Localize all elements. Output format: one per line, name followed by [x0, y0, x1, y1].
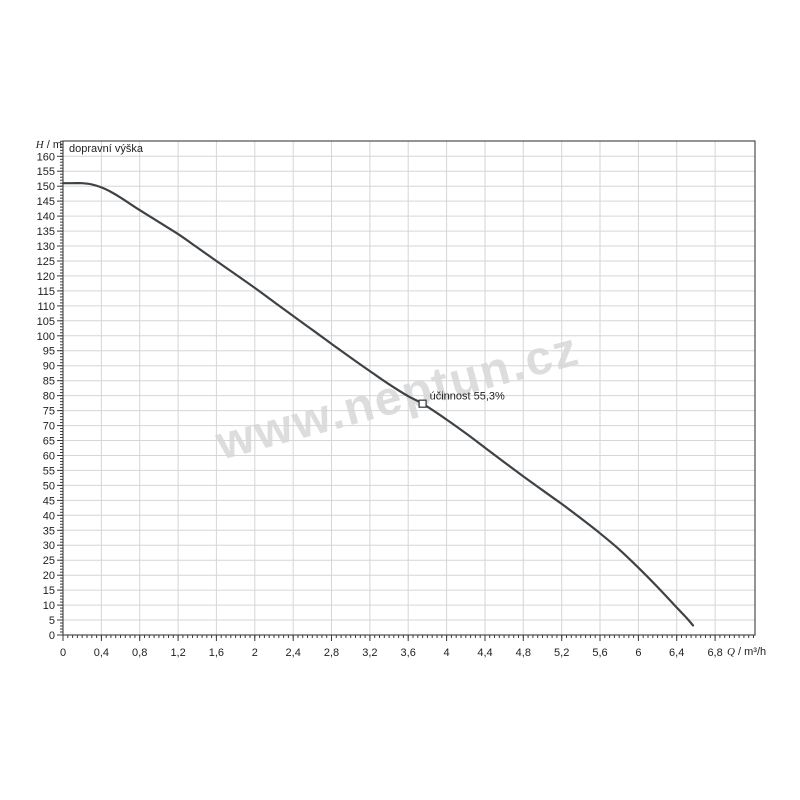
y-tick-label: 35 [43, 525, 55, 537]
x-tick-labels: 0 0,4 0,8 1,2 1,6 2 2,4 2,8 3,2 3,6 4 4,4 4,8 5,2 5,6 6… [60, 647, 723, 659]
plot-frame [62, 140, 756, 636]
gridlines [63, 141, 755, 635]
y-axis-unit: / m [43, 139, 62, 151]
pump-curve [61, 182, 695, 627]
y-tick-label: 65 [43, 436, 55, 448]
y-tick-label: 105 [37, 316, 55, 328]
y-tick-label: 70 [43, 421, 55, 433]
y-tick-label: 150 [37, 181, 55, 193]
y-tick-label: 0 [49, 630, 55, 642]
efficiency-marker-icon [418, 399, 427, 408]
x-axis-unit: / m³/h [734, 646, 767, 658]
x-tick-label: 0,8 [132, 647, 147, 659]
efficiency-annotation: účinnost 55,3% [430, 391, 505, 403]
y-tick-label: 5 [49, 615, 55, 627]
y-tick-label: 135 [37, 226, 55, 238]
x-tick-label: 2,4 [286, 647, 301, 659]
axis-ticks [57, 140, 754, 641]
x-axis-title: Q / m³/h [727, 646, 766, 658]
y-tick-label: 15 [43, 585, 55, 597]
y-tick-label: 80 [43, 391, 55, 403]
y-tick-label: 125 [37, 256, 55, 268]
y-tick-label: 90 [43, 361, 55, 373]
y-tick-label: 140 [37, 211, 55, 223]
y-tick-label: 60 [43, 451, 55, 463]
x-tick-label: 6,4 [669, 647, 684, 659]
y-tick-label: 20 [43, 570, 55, 582]
y-tick-label: 95 [43, 346, 55, 358]
y-axis-symbol: H [35, 139, 44, 151]
y-tick-label: 25 [43, 555, 55, 567]
y-tick-label: 155 [37, 166, 55, 178]
x-tick-label: 2,8 [324, 647, 339, 659]
y-tick-label: 130 [37, 241, 55, 253]
x-tick-label: 1,2 [170, 647, 185, 659]
y-tick-label: 30 [43, 540, 55, 552]
x-tick-label: 6 [635, 647, 641, 659]
plot-area-label: dopravní výška [69, 143, 143, 155]
y-tick-label: 10 [43, 600, 55, 612]
x-tick-label: 2 [252, 647, 258, 659]
y-tick-label: 40 [43, 510, 55, 522]
y-tick-label: 100 [37, 331, 55, 343]
x-tick-label: 4,8 [516, 647, 531, 659]
x-tick-label: 5,6 [592, 647, 607, 659]
y-tick-label: 50 [43, 480, 55, 492]
x-tick-label: 3,6 [401, 647, 416, 659]
x-tick-label: 4 [444, 647, 450, 659]
x-tick-label: 5,2 [554, 647, 569, 659]
y-tick-label: 145 [37, 196, 55, 208]
y-tick-label: 75 [43, 406, 55, 418]
y-axis-title: H / m [26, 139, 62, 151]
y-tick-label: 45 [43, 495, 55, 507]
x-axis-symbol: Q [727, 646, 735, 658]
x-tick-label: 4,4 [477, 647, 492, 659]
y-tick-label: 160 [37, 151, 55, 163]
x-tick-label: 6,8 [707, 647, 722, 659]
x-tick-label: 3,2 [362, 647, 377, 659]
y-tick-label: 110 [37, 301, 55, 313]
y-tick-label: 115 [37, 286, 55, 298]
x-tick-label: 0,4 [94, 647, 109, 659]
y-tick-labels: 0 5 10 15 20 25 30 35 40 45 50 55 60 65 70 75 80 85 90 95 10… [37, 151, 55, 642]
x-tick-label: 0 [60, 647, 66, 659]
x-tick-label: 1,6 [209, 647, 224, 659]
y-tick-label: 85 [43, 376, 55, 388]
y-tick-label: 55 [43, 465, 55, 477]
y-tick-label: 120 [37, 271, 55, 283]
